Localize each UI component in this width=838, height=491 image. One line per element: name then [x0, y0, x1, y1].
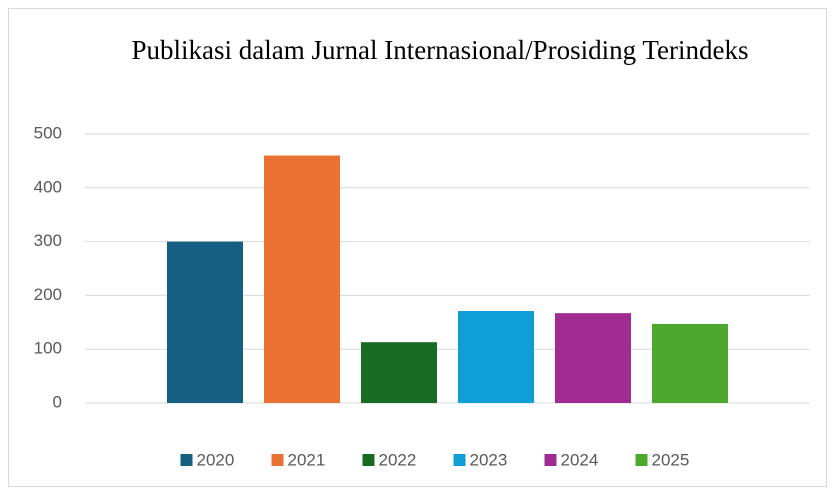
y-tick-label: 100	[34, 339, 62, 358]
legend-swatch	[362, 454, 375, 466]
legend-label: 2022	[379, 450, 417, 469]
y-tick-label: 500	[34, 123, 62, 142]
bar	[361, 342, 437, 403]
bar	[264, 155, 340, 403]
chart-frame	[8, 8, 827, 487]
chart-title: Publikasi dalam Jurnal Internasional/Pro…	[131, 35, 749, 65]
y-tick-label: 200	[34, 285, 62, 304]
legend-label: 2020	[197, 450, 235, 469]
bar	[167, 241, 243, 403]
y-tick-label: 0	[53, 392, 62, 411]
legend-label: 2023	[470, 450, 508, 469]
legend-swatch	[544, 454, 557, 466]
legend-swatch	[453, 454, 466, 466]
bar	[652, 323, 728, 403]
y-tick-label: 300	[34, 231, 62, 250]
legend-swatch	[635, 454, 648, 466]
legend-swatch	[271, 454, 284, 466]
bar	[458, 311, 534, 403]
legend-label: 2025	[652, 450, 690, 469]
legend-label: 2021	[288, 450, 326, 469]
legend-label: 2024	[561, 450, 599, 469]
legend-swatch	[180, 454, 193, 466]
y-tick-label: 400	[34, 177, 62, 196]
bar	[555, 313, 631, 403]
